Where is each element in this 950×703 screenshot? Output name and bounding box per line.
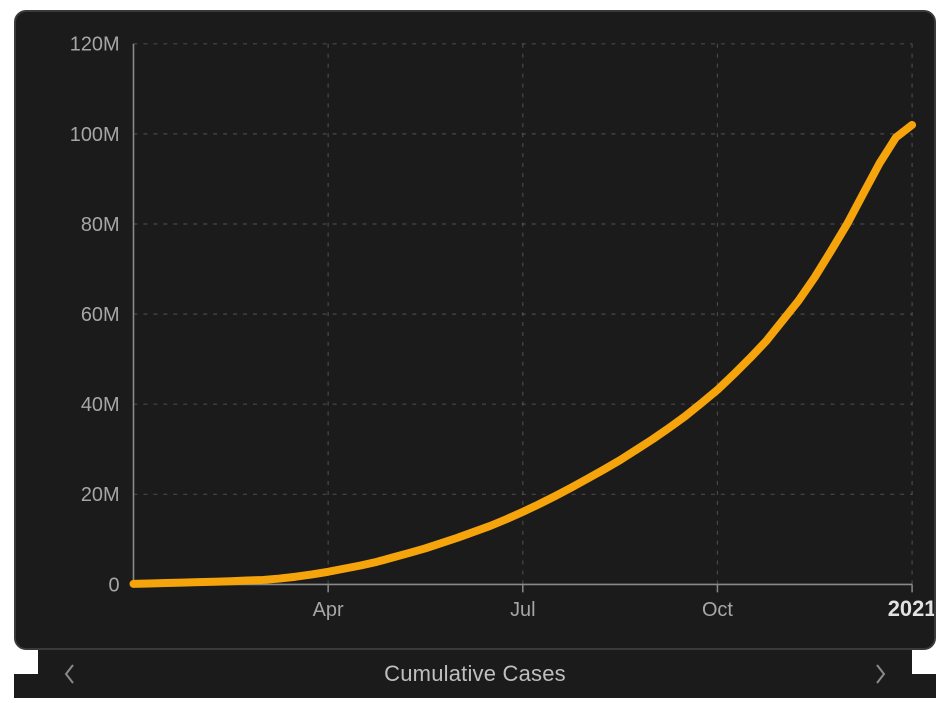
chevron-left-icon bbox=[62, 663, 78, 685]
corner-cut-left bbox=[14, 650, 38, 674]
x-tick-label: Jul bbox=[510, 599, 535, 621]
y-tick-label: 60M bbox=[81, 304, 120, 326]
y-tick-label: 100M bbox=[70, 124, 120, 146]
chevron-right-icon bbox=[872, 663, 888, 685]
caption-bar: Cumulative Cases bbox=[14, 650, 936, 698]
x-tick-label: 2021 bbox=[888, 596, 934, 621]
x-tick-label: Oct bbox=[702, 599, 733, 621]
chart-caption: Cumulative Cases bbox=[384, 661, 566, 687]
chart-svg: 0 20M 40M 60M 80M 100M 120M Apr Jul Oct 2021 bbox=[16, 12, 934, 648]
y-tick-label: 120M bbox=[70, 34, 120, 56]
x-tick-label: Apr bbox=[313, 599, 344, 621]
y-tick-label: 0 bbox=[108, 574, 119, 596]
y-tick-label: 80M bbox=[81, 214, 120, 236]
chart-panel: 0 20M 40M 60M 80M 100M 120M Apr Jul Oct 2021 bbox=[14, 10, 936, 650]
y-tick-label: 20M bbox=[81, 484, 120, 506]
next-arrow[interactable] bbox=[872, 663, 888, 685]
corner-cut-right bbox=[912, 650, 936, 674]
prev-arrow[interactable] bbox=[62, 663, 78, 685]
y-tick-label: 40M bbox=[81, 394, 120, 416]
